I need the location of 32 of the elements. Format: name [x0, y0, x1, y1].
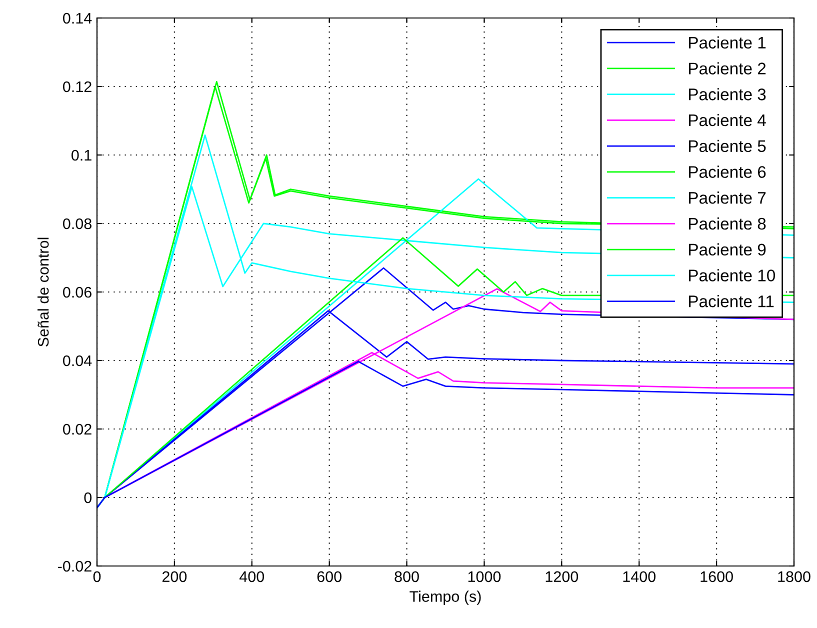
x-tick-label: 800 — [394, 571, 419, 582]
legend-label: Paciente 3 — [689, 88, 766, 100]
y-tick-label: 0.14 — [63, 12, 92, 24]
x-tick-label: 1800 — [778, 571, 810, 582]
y-tick-label: 0.1 — [72, 150, 92, 161]
x-tick-label: 1000 — [468, 571, 501, 582]
legend-label: Paciente 9 — [689, 243, 766, 256]
legend-label: Paciente 11 — [689, 295, 774, 308]
x-tick-label: 1200 — [546, 571, 578, 582]
y-tick-label: 0.02 — [63, 424, 92, 435]
x-tick-label: 1400 — [623, 571, 656, 582]
y-tick-label: 0.04 — [63, 355, 92, 366]
legend-label: Paciente 1 — [689, 36, 766, 49]
legend-label: Paciente 6 — [689, 166, 766, 178]
legend-label: Paciente 10 — [689, 269, 776, 282]
legend-label: Paciente 4 — [689, 114, 766, 126]
y-tick-label: 0.12 — [63, 81, 92, 92]
x-axis-title: Tiempo (s) — [410, 590, 481, 605]
x-tick-label: 0 — [93, 571, 101, 582]
legend-label: Paciente 7 — [689, 192, 766, 204]
x-tick-label: 1600 — [700, 571, 733, 582]
legend-label: Paciente 5 — [689, 140, 766, 152]
y-tick-label: 0 — [84, 492, 92, 504]
y-tick-label: 0.06 — [63, 286, 92, 298]
y-tick-label: -0.02 — [58, 560, 92, 572]
x-tick-label: 200 — [162, 571, 187, 582]
legend-label: Paciente 8 — [689, 217, 766, 230]
y-tick-label: 0.08 — [63, 218, 92, 230]
x-tick-label: 400 — [239, 571, 264, 582]
legend-label: Paciente 2 — [689, 62, 766, 74]
x-tick-label: 600 — [317, 571, 342, 582]
y-axis-title: Señal de control — [38, 238, 49, 347]
